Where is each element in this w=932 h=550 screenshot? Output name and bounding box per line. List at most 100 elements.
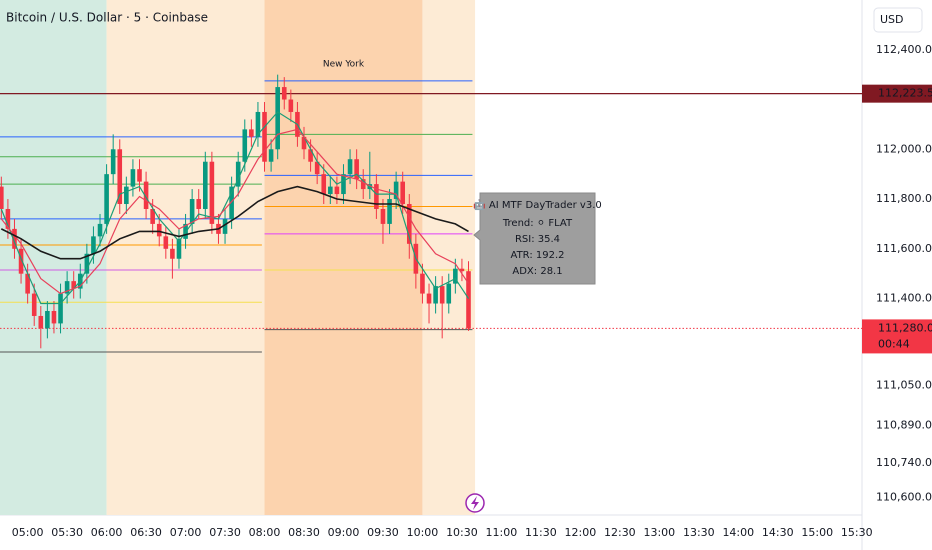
candle-body [314,161,320,175]
candle-body [91,236,96,254]
x-tick-label: 15:00 [801,526,833,539]
indicator-line: ADX: 28.1 [512,266,562,277]
x-tick-label: 11:30 [525,526,557,539]
currency-box[interactable] [873,7,923,33]
candle-body [242,129,248,162]
alert-bolt[interactable] [471,496,479,510]
candle-body [45,310,50,329]
candle-body [170,248,175,259]
candle-body [334,186,340,195]
candle-body [143,181,149,209]
candle-body [31,293,37,316]
candle-body [150,208,155,224]
candle-body [288,99,294,112]
candle-body [367,184,373,190]
chart-title: Bitcoin / U.S. Dollar · 5 · Coinbase [6,11,208,25]
candle-body [249,129,254,137]
candle-body [189,199,195,224]
x-tick-label: 08:00 [249,526,281,539]
alert-icon[interactable] [465,493,485,513]
x-tick-label: 12:00 [565,526,597,539]
y-tick-label: 110,740.00 [876,456,932,469]
candle-body [281,87,287,100]
x-tick-label: 07:00 [170,526,202,539]
y-tick-label: 111,600.00 [876,242,932,255]
candle-body [84,253,90,274]
candle-body [387,199,392,224]
moving-average [0,128,470,295]
indicator-box [473,192,596,285]
candle-body [110,149,116,175]
y-tick-label: 111,800.00 [876,192,932,205]
candle-body [466,271,471,329]
candle-body [229,186,234,219]
candle-body [64,281,70,294]
candle-body [321,174,327,195]
price-label-box [862,319,932,354]
x-tick-label: 13:00 [643,526,675,539]
candle-body [420,273,425,294]
candle-body [426,293,432,304]
candle-body [347,159,353,175]
candle-body [163,236,169,249]
x-tick-label: 05:00 [12,526,44,539]
x-tick-label: 05:30 [51,526,83,539]
x-tick-label: 09:00 [328,526,360,539]
candle-body [104,174,109,224]
candle-body [255,111,261,137]
candle-body [262,111,267,162]
candle-body [156,223,162,237]
candle-body [0,186,4,209]
candle-body [71,281,76,289]
currency-label[interactable]: USD [880,13,904,26]
candle-body [374,184,379,209]
x-tick-label: 14:30 [762,526,794,539]
candle-body [446,283,452,304]
moving-average [0,185,469,260]
candle-body [406,204,412,244]
candle-body [222,218,228,234]
candle-body [203,161,208,209]
candle-body [97,223,103,237]
x-tick-label: 06:30 [130,526,162,539]
candle-body [18,248,24,274]
x-tick-label: 10:30 [446,526,478,539]
x-tick-label: 12:30 [604,526,636,539]
x-tick-label: 09:30 [367,526,399,539]
x-tick-label: 10:00 [407,526,439,539]
x-tick-label: 07:30 [209,526,241,539]
session-label: New York [323,60,365,70]
y-tick-label: 112,000.00 [876,142,932,155]
candle-body [328,186,333,195]
candle-body [51,310,57,324]
indicator-line: RSI: 35.4 [515,234,560,245]
indicator-line: Trend: ⚪ FLAT [502,218,573,229]
candle-body [137,169,142,182]
candle-body [209,161,215,224]
candle-body [459,268,465,272]
y-tick-label: 111,050.00 [876,379,932,392]
x-tick-label: 11:00 [486,526,518,539]
session-background [106,0,265,515]
price-label: 112,223.55 [878,87,932,100]
overlay: Bitcoin / U.S. Dollar · 5 · Coinbase USD… [6,7,932,539]
candle-body [453,268,458,284]
candle-body [275,87,280,150]
candle-body [5,208,11,229]
candle-body [38,315,44,329]
y-tick-label: 111,400.00 [876,292,932,305]
session-background [0,0,107,515]
x-tick-label: 15:30 [841,526,873,539]
y-tick-label: 112,400.00 [876,43,932,56]
candle-body [130,169,136,187]
candle-body [235,161,241,187]
candle-body [196,199,202,209]
x-tick-label: 08:30 [288,526,320,539]
session-background [264,0,423,515]
candle-body [354,159,359,180]
candle-body [58,293,63,324]
candle-body [301,136,307,150]
candle-body [124,186,129,205]
indicator-line: ATR: 192.2 [511,250,565,261]
